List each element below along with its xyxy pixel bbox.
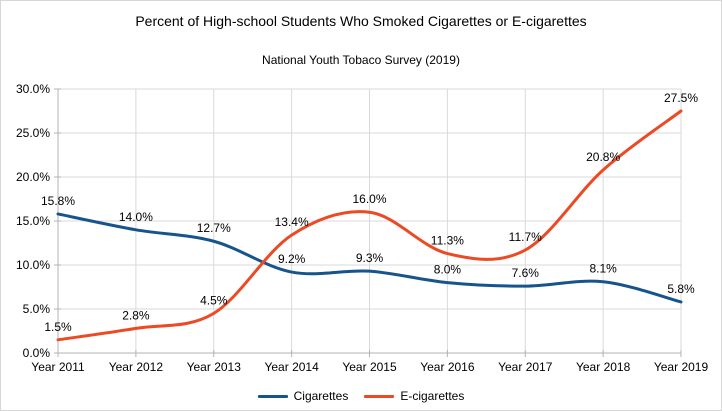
legend-item-cigarettes: Cigarettes <box>257 389 349 403</box>
data-label: 12.7% <box>197 221 231 235</box>
y-axis-tick-label: 0.0% <box>23 346 51 360</box>
data-label: 8.0% <box>434 263 462 277</box>
chart-title: Percent of High-school Students Who Smok… <box>135 13 587 29</box>
data-label: 13.4% <box>275 215 309 229</box>
y-axis-tick-label: 15.0% <box>16 214 50 228</box>
data-label: 2.8% <box>122 308 150 322</box>
data-label: 9.3% <box>356 251 384 265</box>
legend-item-e-cigarettes: E-cigarettes <box>364 389 464 403</box>
y-axis-tick-label: 20.0% <box>16 170 50 184</box>
x-axis-tick-label: Year 2019 <box>654 360 709 374</box>
series-line-cigarettes <box>56 212 683 304</box>
data-label: 1.5% <box>44 320 72 334</box>
y-axis-tick-label: 10.0% <box>16 258 50 272</box>
y-axis-tick-label: 25.0% <box>16 126 50 140</box>
data-label: 14.0% <box>119 210 153 224</box>
data-label: 20.8% <box>586 150 620 164</box>
x-axis-tick-label: Year 2015 <box>342 360 397 374</box>
legend-label: E-cigarettes <box>400 389 465 403</box>
x-axis-tick-label: Year 2018 <box>576 360 631 374</box>
data-label: 27.5% <box>664 91 698 105</box>
x-axis-tick-label: Year 2013 <box>187 360 242 374</box>
data-label: 16.0% <box>352 192 386 206</box>
x-axis-tick-label: Year 2014 <box>264 360 319 374</box>
data-label: 11.7% <box>509 230 542 244</box>
data-label: 11.3% <box>431 234 464 248</box>
chart-legend: Cigarettes E-cigarettes <box>1 389 721 403</box>
x-axis-tick-label: Year 2016 <box>420 360 475 374</box>
legend-line-swatch <box>364 394 395 398</box>
y-axis-tick-label: 5.0% <box>23 302 51 316</box>
data-label: 4.5% <box>200 293 228 307</box>
chart-subtitle: National Youth Tobaco Survey (2019) <box>262 53 460 67</box>
legend-label: Cigarettes <box>293 389 349 403</box>
data-label: 15.8% <box>41 194 75 208</box>
x-axis-tick-label: Year 2011 <box>31 360 85 374</box>
data-label: 5.8% <box>667 282 695 296</box>
x-axis-tick-label: Year 2017 <box>498 360 553 374</box>
data-label: 7.6% <box>512 266 540 280</box>
data-label: 9.2% <box>278 252 306 266</box>
y-axis-tick-label: 30.0% <box>16 82 50 96</box>
x-axis-tick-label: Year 2012 <box>109 360 164 374</box>
series-line-e-cigarettes <box>56 109 683 342</box>
data-label: 8.1% <box>589 262 617 276</box>
legend-line-swatch <box>257 394 288 398</box>
